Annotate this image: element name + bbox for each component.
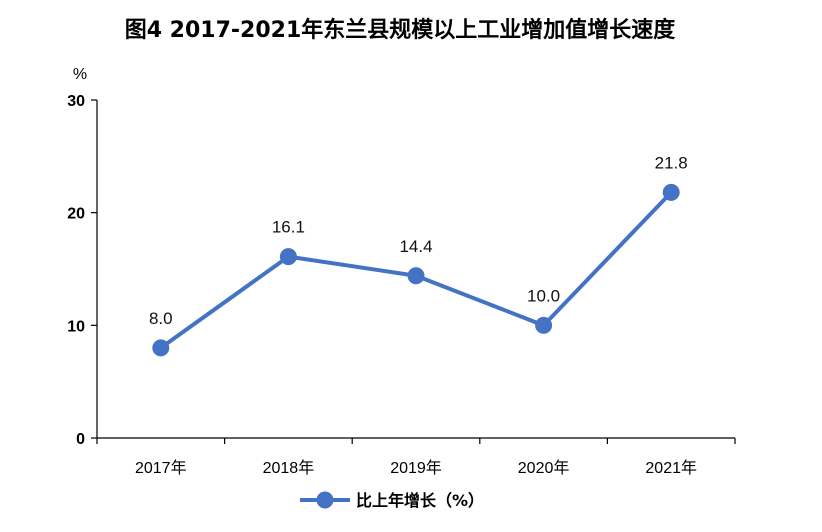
data-point [152, 339, 170, 357]
data-label: 10.0 [527, 286, 560, 305]
y-tick-label: 30 [67, 93, 85, 110]
x-tick-label: 2017年 [135, 459, 187, 477]
x-tick-label: 2019年 [390, 459, 442, 477]
data-point [662, 183, 680, 201]
x-axis: 2017年 2018年 2019年 2020年 2021年 [96, 437, 736, 477]
y-axis: 0 10 20 30 [67, 93, 98, 448]
y-tick-label: 10 [67, 318, 85, 335]
legend-marker [316, 491, 334, 509]
x-tick-label: 2020年 [518, 459, 570, 477]
data-point [535, 316, 553, 334]
y-axis-unit-label: % [73, 66, 87, 83]
data-point [407, 267, 425, 285]
data-label: 21.8 [655, 153, 688, 172]
x-tick-label: 2018年 [263, 459, 315, 477]
data-labels: 8.0 16.1 14.4 10.0 21.8 [149, 153, 688, 327]
x-tick-label: 2021年 [645, 459, 697, 477]
data-label: 16.1 [272, 218, 305, 237]
data-point [279, 248, 297, 266]
data-label: 14.4 [399, 237, 432, 256]
data-points [152, 183, 680, 357]
y-tick-label: 20 [67, 206, 85, 223]
data-label: 8.0 [149, 309, 173, 328]
legend-label: 比上年增长（%） [356, 491, 484, 510]
y-tick-label: 0 [76, 431, 85, 448]
legend: 比上年增长（%） [300, 491, 484, 510]
chart-title: 图4 2017-2021年东兰县规模以上工业增加值增长速度 [124, 18, 676, 43]
